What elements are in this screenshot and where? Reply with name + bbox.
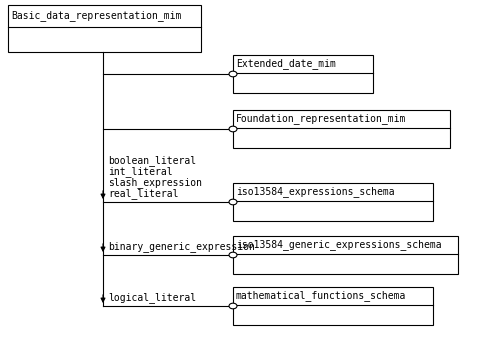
- Text: Basic_data_representation_mim: Basic_data_representation_mim: [11, 11, 181, 21]
- Circle shape: [229, 126, 237, 132]
- Text: int_literal: int_literal: [108, 166, 173, 177]
- Text: Foundation_representation_mim: Foundation_representation_mim: [236, 114, 407, 124]
- Circle shape: [229, 71, 237, 77]
- Text: iso13584_expressions_schema: iso13584_expressions_schema: [236, 186, 395, 197]
- Text: binary_generic_expression: binary_generic_expression: [108, 241, 255, 252]
- Text: Extended_date_mim: Extended_date_mim: [236, 58, 336, 69]
- Text: logical_literal: logical_literal: [108, 292, 196, 303]
- Circle shape: [229, 252, 237, 258]
- Text: iso13584_generic_expressions_schema: iso13584_generic_expressions_schema: [236, 239, 442, 251]
- Text: real_literal: real_literal: [108, 188, 179, 199]
- Text: slash_expression: slash_expression: [108, 177, 202, 188]
- Text: mathematical_functions_schema: mathematical_functions_schema: [236, 291, 407, 301]
- Circle shape: [229, 303, 237, 309]
- Text: boolean_literal: boolean_literal: [108, 155, 196, 166]
- Bar: [233, 183, 433, 221]
- Bar: [233, 287, 433, 325]
- Circle shape: [229, 199, 237, 205]
- Bar: [233, 55, 373, 93]
- Bar: [8, 5, 201, 52]
- Bar: [233, 236, 458, 274]
- Bar: [233, 110, 450, 148]
